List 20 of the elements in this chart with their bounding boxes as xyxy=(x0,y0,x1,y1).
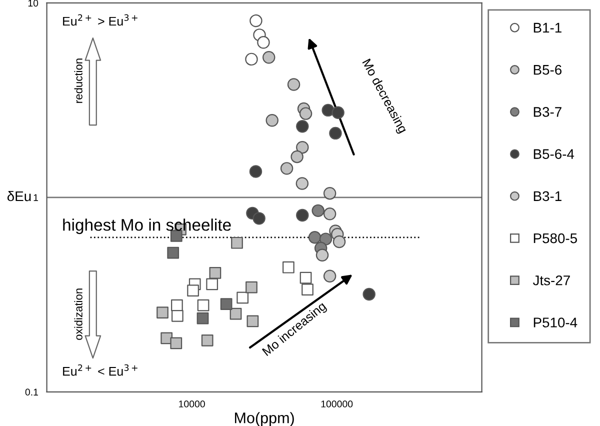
y-tick-label: 1 xyxy=(34,194,38,201)
legend-label: B3-1 xyxy=(534,191,562,202)
legend-label: P580-5 xyxy=(534,233,577,244)
legend-label: B3-7 xyxy=(534,107,562,117)
legend-label: P510-4 xyxy=(534,318,578,328)
legend-label: B1-1 xyxy=(534,22,562,32)
legend-label: B5-6-4 xyxy=(534,149,574,159)
ref-line-label: highest Mo in scheelite xyxy=(63,218,231,234)
x-tick-label: 10000 xyxy=(179,400,205,408)
annotation: oxidization xyxy=(74,288,82,340)
x-tick-label: 100000 xyxy=(321,400,353,408)
y-tick-label: 0.1 xyxy=(25,388,38,396)
y-axis-title: δEu xyxy=(7,190,31,202)
annotation: reduction xyxy=(74,58,82,103)
annotation: Eu$^{2+}$ > Eu$^{3+}$ xyxy=(63,14,138,26)
annotation: Eu$^{2+}$ < Eu$^{3+}$ xyxy=(63,364,138,376)
x-axis-title: Mo(ppm) xyxy=(234,412,294,426)
y-tick-label: 10 xyxy=(28,0,38,7)
legend-label: B5-6 xyxy=(534,64,562,75)
legend-label: Jts-27 xyxy=(532,275,570,286)
